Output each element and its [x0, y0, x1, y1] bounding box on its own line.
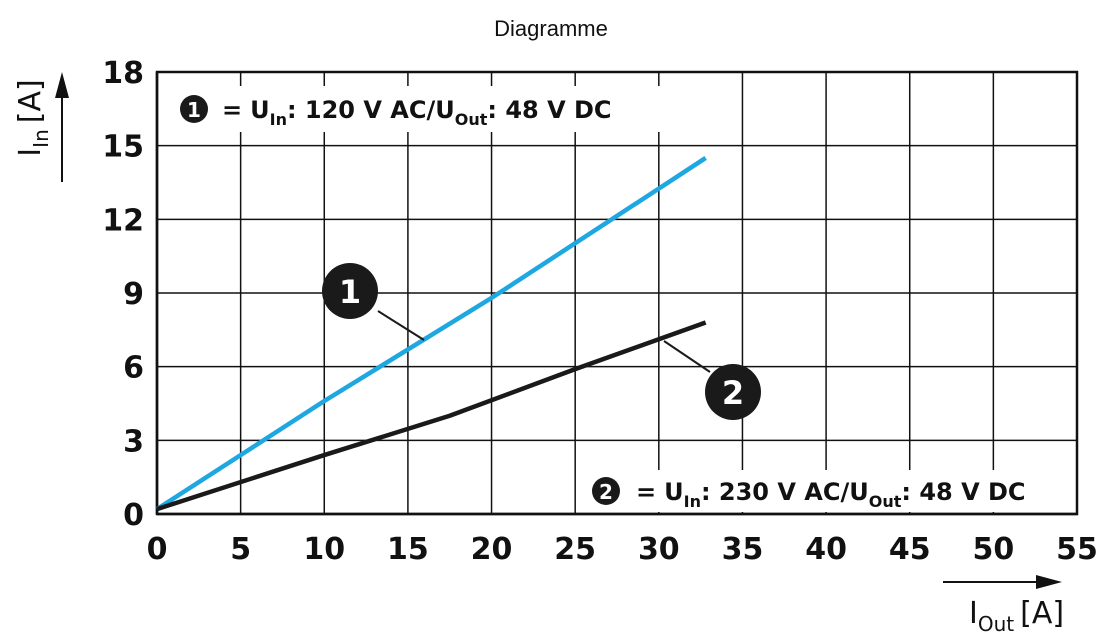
y-axis-label-sub: In [29, 129, 53, 148]
x-tick-45: 45 [889, 532, 931, 567]
svg-text:IIn[A]: IIn [A] [13, 79, 53, 156]
y-tick-labels: 0 3 6 9 12 15 18 [102, 56, 144, 533]
chart-title: Diagramme [494, 16, 608, 41]
x-tick-20: 20 [471, 532, 513, 567]
legend-marker-1-label: 1 [187, 98, 201, 122]
legend-entry-2: 2 = UIn: 230 V AC/UOut: 48 V DC [578, 470, 1075, 512]
series-line-2 [156, 320, 707, 512]
x-tick-10: 10 [303, 532, 345, 567]
series-lines [155, 156, 707, 512]
x-axis-label-base: I [969, 596, 978, 631]
y-tick-18: 18 [102, 56, 144, 91]
y-tick-6: 6 [123, 351, 144, 386]
series-line-1 [155, 156, 707, 511]
plot-frame [155, 70, 1079, 516]
y-tick-0: 0 [123, 498, 144, 533]
legend-entry-1: 1 = UIn: 120 V AC/UOut: 48 V DC [166, 86, 662, 132]
legend-marker-2-label: 2 [599, 480, 613, 504]
x-axis-label: IOut [A] [969, 596, 1064, 635]
x-axis-arrow [943, 575, 1062, 589]
callout-1-badge [322, 263, 378, 319]
legend-text-1: = UIn: 120 V AC/UOut: 48 V DC [222, 96, 612, 129]
y-axis-label-unit: [A] [13, 79, 48, 123]
legend-marker-2 [592, 477, 620, 505]
x-tick-0: 0 [147, 532, 168, 567]
y-axis-label-base: I [13, 148, 48, 157]
y-tick-12: 12 [102, 203, 144, 238]
legend-text-2: = UIn: 230 V AC/UOut: 48 V DC [636, 478, 1026, 511]
callout-1: 1 [322, 263, 425, 341]
x-axis-label-unit: [A] [1020, 596, 1064, 631]
x-tick-50: 50 [972, 532, 1014, 567]
callout-2-badge [705, 364, 761, 420]
x-tick-55: 55 [1056, 532, 1096, 567]
grid [155, 70, 1079, 516]
x-tick-25: 25 [554, 532, 596, 567]
x-tick-40: 40 [805, 532, 847, 567]
y-axis-label: IIn [A] [13, 79, 53, 156]
x-tick-5: 5 [230, 532, 251, 567]
x-tick-labels: 0 5 10 15 20 25 30 35 40 45 50 55 [147, 532, 1096, 567]
callout-1-label: 1 [339, 273, 361, 311]
x-axis-label-sub: Out [978, 612, 1014, 635]
legend-marker-1 [180, 95, 208, 123]
y-axis-arrow [55, 72, 69, 182]
x-tick-30: 30 [638, 532, 680, 567]
callout-2: 2 [663, 340, 761, 420]
y-tick-9: 9 [123, 277, 144, 312]
y-tick-15: 15 [102, 130, 144, 165]
callout-2-label: 2 [722, 374, 744, 412]
y-tick-3: 3 [123, 424, 144, 459]
x-tick-15: 15 [387, 532, 429, 567]
x-tick-35: 35 [722, 532, 764, 567]
